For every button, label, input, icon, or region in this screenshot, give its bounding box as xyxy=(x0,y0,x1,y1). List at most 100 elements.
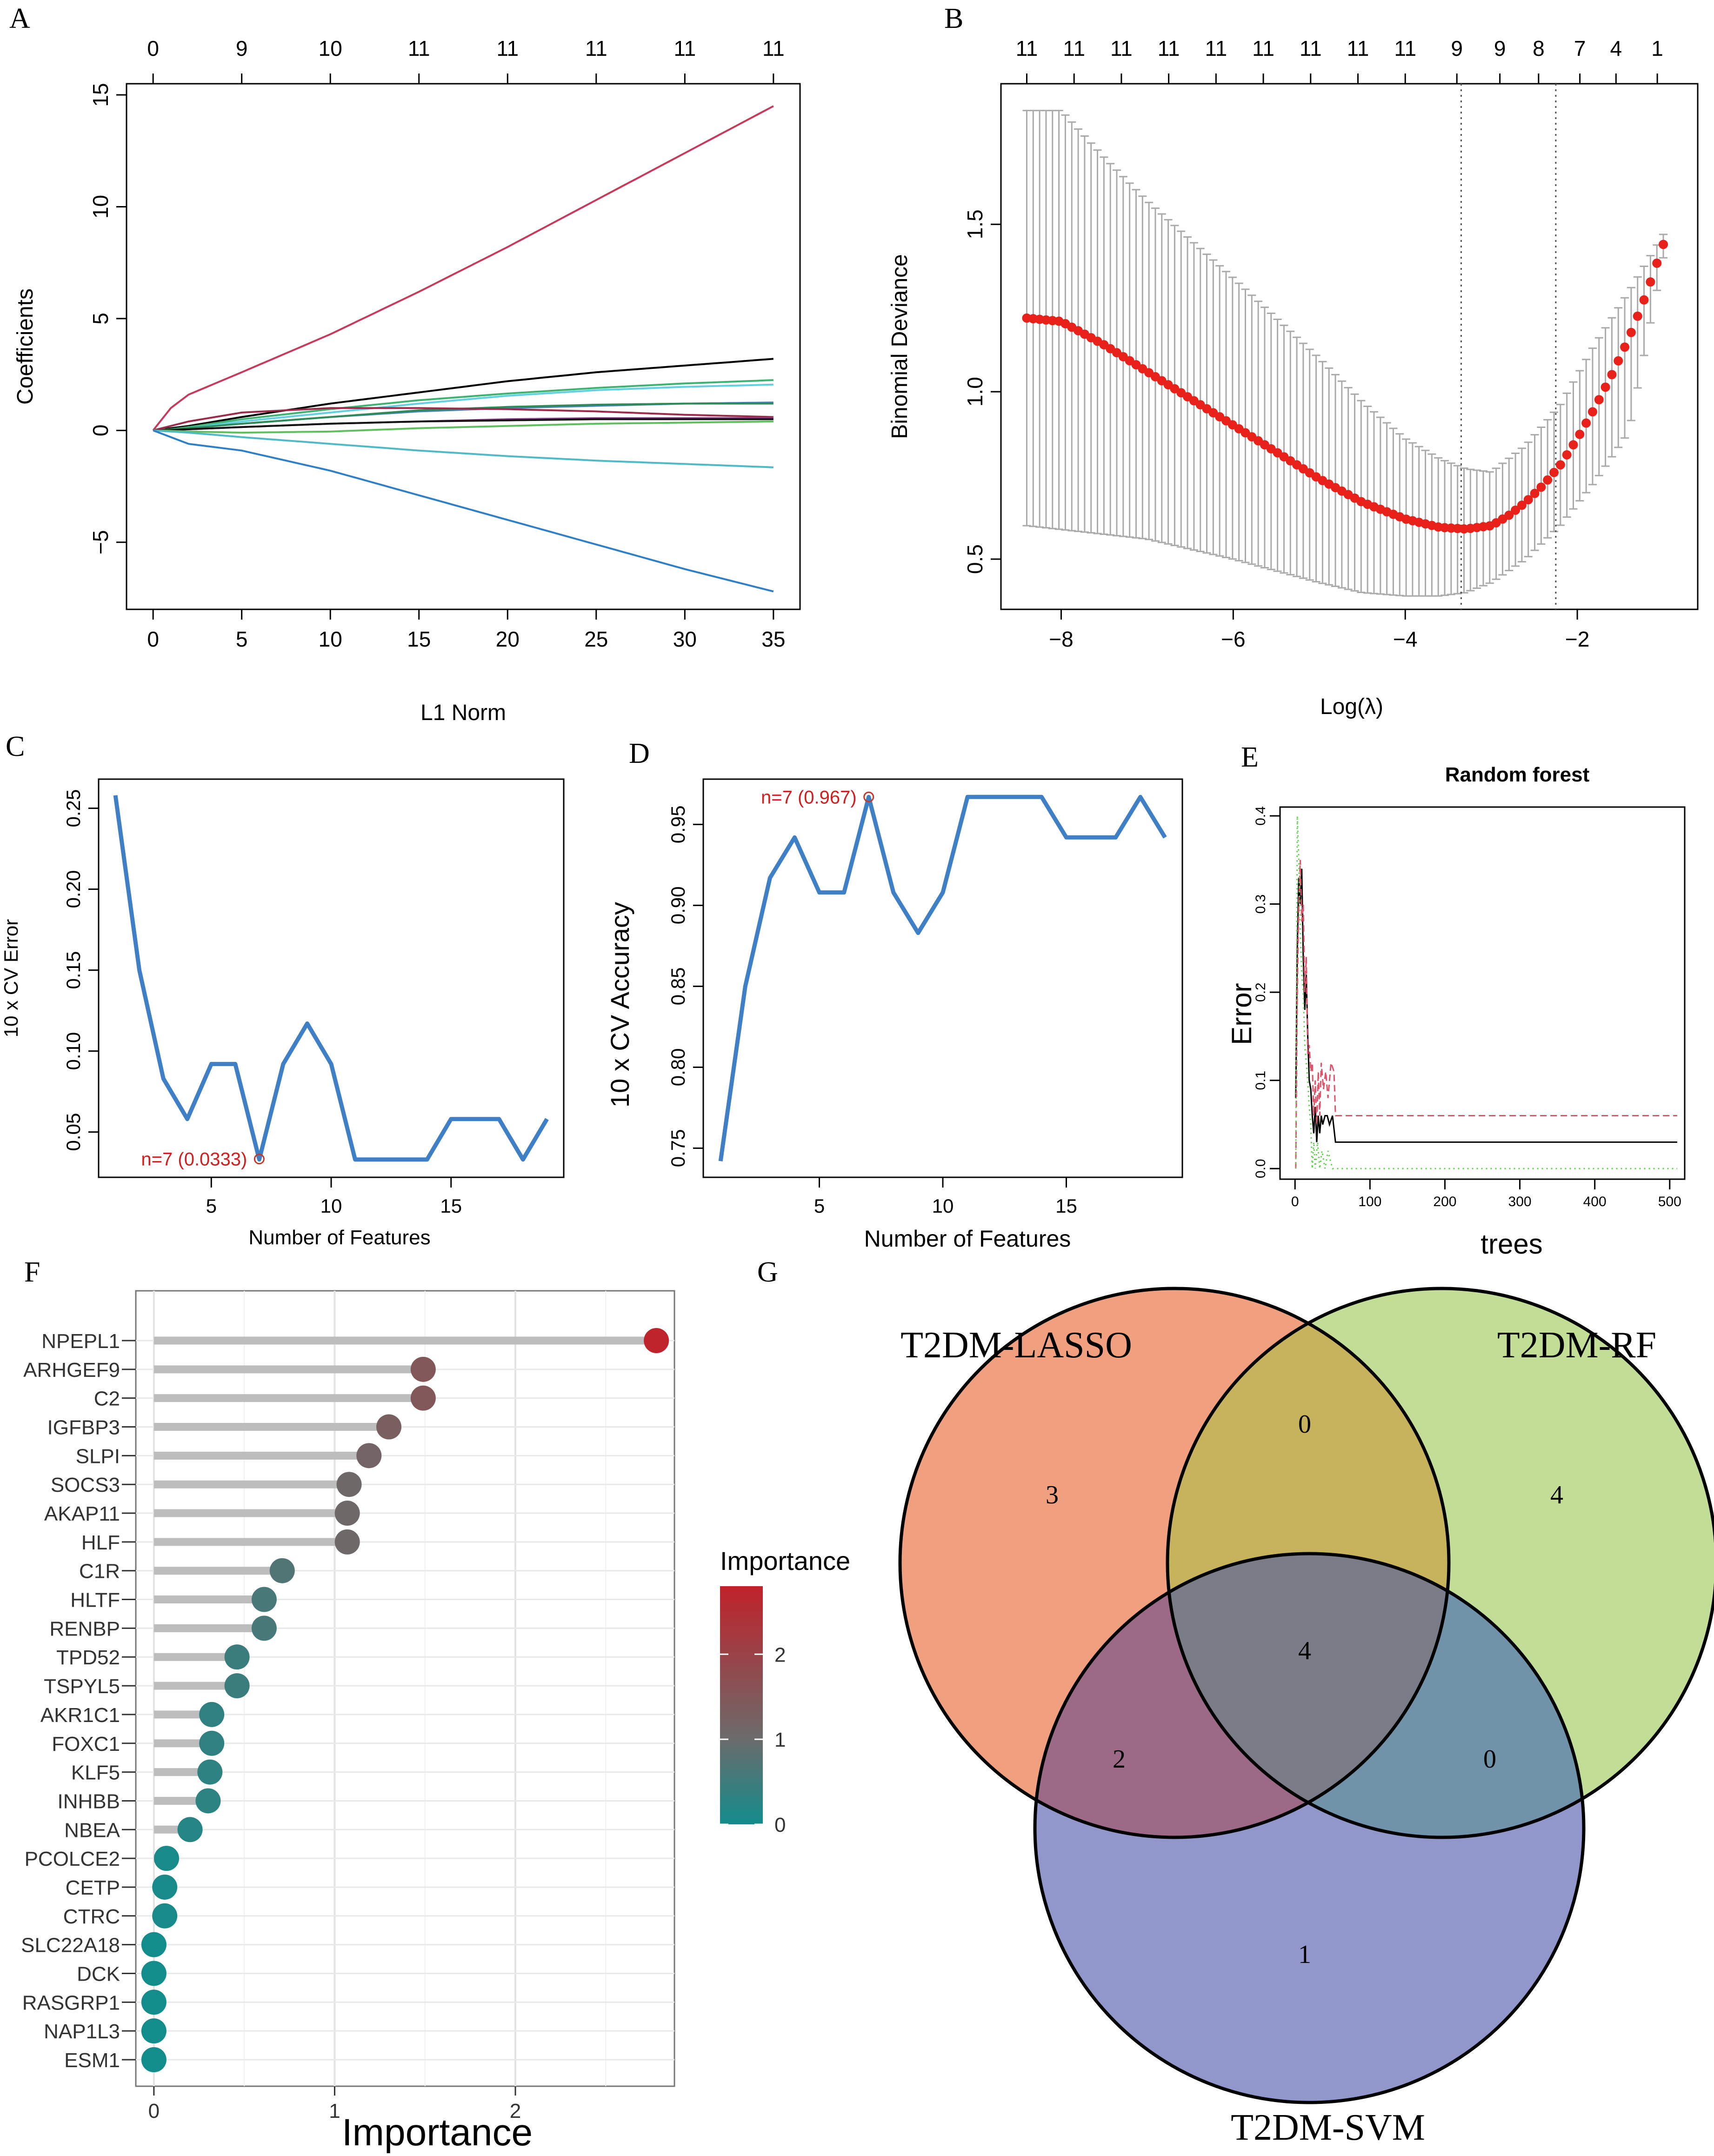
top-tick-label: 11 xyxy=(1394,36,1416,60)
coefficient-line-darkred xyxy=(153,407,774,432)
deviance-point xyxy=(1504,510,1514,520)
lollipop-dot xyxy=(356,1443,382,1468)
count-lasso-rf: 0 xyxy=(1298,1410,1311,1439)
deviance-point xyxy=(1614,356,1623,366)
lollipop-dot xyxy=(152,1903,178,1929)
gene-label: ESM1 xyxy=(64,2049,120,2072)
lollipop-dot xyxy=(141,1932,167,1957)
gene-label: IGFBP3 xyxy=(47,1416,120,1439)
x-axis-label: trees xyxy=(1481,1228,1542,1260)
y-tick-label: 0.25 xyxy=(62,789,84,828)
legend-colorbar xyxy=(720,1586,763,1824)
panel-a-lasso-coefficients: A 0 5 10 15 20 25 30 35 −5 0 5 10 15 0 9 10 11 11 11 11 11 L… xyxy=(9,3,801,725)
gene-label: C1R xyxy=(79,1560,120,1583)
deviance-point xyxy=(1639,295,1649,305)
y-tick-label: 0.5 xyxy=(963,544,987,574)
gene-label: HLF xyxy=(81,1531,120,1554)
x-tick-label: 5 xyxy=(206,1195,217,1217)
gene-label: NBEA xyxy=(64,1819,120,1842)
gene-label: PCOLCE2 xyxy=(25,1848,120,1870)
panel-e-random-forest: E Random forest 0 100 200 300 400 500 0.0 0.1 0.… xyxy=(1226,741,1686,1260)
y-axis-label: Binomial Deviance xyxy=(887,254,912,439)
gene-label: RENBP xyxy=(49,1617,120,1640)
y-tick-label: 0.4 xyxy=(1253,806,1268,826)
coefficient-line-mediumseagreen xyxy=(153,379,774,432)
x-tick-label: −8 xyxy=(1049,627,1073,651)
venn-outline-svm xyxy=(1033,1552,1586,2104)
x-tick-label: 15 xyxy=(1055,1195,1077,1217)
y-tick-label: 0.3 xyxy=(1253,894,1268,914)
coefficient-line-blue xyxy=(153,429,774,593)
x-tick-label: 10 xyxy=(932,1195,954,1217)
top-tick-label: 9 xyxy=(236,36,248,60)
panel-g-venn-diagram: G T2DM-LASSO T2DM-RF T2DM-SVM 3 4 0 xyxy=(757,1256,1714,2148)
lollipop-dot xyxy=(644,1328,669,1353)
x-axis-label: Number of Features xyxy=(248,1226,430,1249)
axis-ticks: 0 5 10 15 20 25 30 35 −5 0 5 10 15 0 9 10 11 11 11 11 11 xyxy=(88,36,785,651)
coefficient-line-cyan xyxy=(153,429,774,468)
x-tick-label: 0 xyxy=(1291,1194,1299,1209)
coefficient-line-black2 xyxy=(153,418,774,432)
deviance-point xyxy=(1601,382,1610,392)
coefficient-line-red xyxy=(152,105,774,431)
top-tick-label: 11 xyxy=(762,36,785,60)
y-tick-label: 0.1 xyxy=(1253,1071,1268,1090)
panel-d-cv-accuracy: D 5 10 150.750.800.850.900.95 n=7 (0.967) … xyxy=(605,738,1183,1252)
x-tick-label: 5 xyxy=(236,627,248,651)
lollipop-dot xyxy=(177,1817,203,1842)
lollipop-dot xyxy=(224,1673,250,1699)
deviance-point xyxy=(1575,429,1585,439)
gene-label: FOXC1 xyxy=(52,1733,120,1756)
top-tick-label: 11 xyxy=(674,36,696,60)
top-tick-label: 11 xyxy=(408,36,430,60)
lollipop-dot xyxy=(334,1529,360,1555)
lollipop-dot xyxy=(199,1702,225,1727)
deviance-point xyxy=(1543,475,1553,485)
gene-label: C2 xyxy=(94,1388,120,1410)
top-tick-label: 11 xyxy=(1205,36,1227,60)
lollipop-dot xyxy=(141,1961,167,1986)
cv-accuracy-line: n=7 (0.967) xyxy=(718,787,1167,1161)
cv-line xyxy=(718,794,1167,1161)
gene-label: DCK xyxy=(77,1962,120,1985)
deviance-point xyxy=(1549,467,1559,477)
gene-label: RASGRP1 xyxy=(22,1991,120,2014)
count-rf-svm: 0 xyxy=(1483,1745,1496,1774)
x-tick-label: 35 xyxy=(761,627,785,651)
x-tick-label: 30 xyxy=(673,627,697,651)
y-axis-label: Coefficients xyxy=(13,288,38,405)
axis-ticks: 0 1 2 xyxy=(148,2086,521,2123)
y-tick-label: 5 xyxy=(88,313,113,325)
deviance-point xyxy=(1659,240,1668,249)
coefficient-line-black xyxy=(153,358,774,432)
top-tick-label: 11 xyxy=(1016,36,1038,60)
deviance-point xyxy=(1626,327,1636,337)
count-rf-only: 4 xyxy=(1550,1481,1563,1509)
top-tick-label: 11 xyxy=(1110,36,1133,60)
x-tick-label: 200 xyxy=(1433,1194,1456,1209)
top-tick-label: 8 xyxy=(1533,36,1545,60)
lollipop-dot xyxy=(334,1501,360,1526)
panel-label-g: G xyxy=(757,1256,778,1288)
lollipop-dot xyxy=(410,1385,436,1411)
plot-frame xyxy=(126,83,801,610)
lambda-reference-lines xyxy=(1460,84,1557,609)
cv-line xyxy=(113,795,549,1162)
plot-frame xyxy=(1000,83,1699,610)
error-rate-lines xyxy=(1295,815,1677,1169)
lollipop-dot xyxy=(251,1615,277,1641)
lollipop-dot xyxy=(141,1989,167,2015)
x-tick-label: 10 xyxy=(319,627,342,651)
panel-label-f: F xyxy=(24,1256,40,1288)
top-tick-label: 11 xyxy=(1347,36,1369,60)
x-tick-label: 500 xyxy=(1658,1194,1681,1209)
optimum-marker xyxy=(863,791,874,802)
x-tick-label: −6 xyxy=(1221,627,1245,651)
cv-error-line: n=7 (0.0333) xyxy=(113,795,549,1170)
x-tick-label: 400 xyxy=(1583,1194,1607,1209)
gene-label: NAP1L3 xyxy=(44,2020,120,2043)
y-tick-label: 0.2 xyxy=(1253,982,1268,1002)
gene-label: AKAP11 xyxy=(44,1502,120,1525)
legend-tick-label: 1 xyxy=(774,1729,786,1751)
